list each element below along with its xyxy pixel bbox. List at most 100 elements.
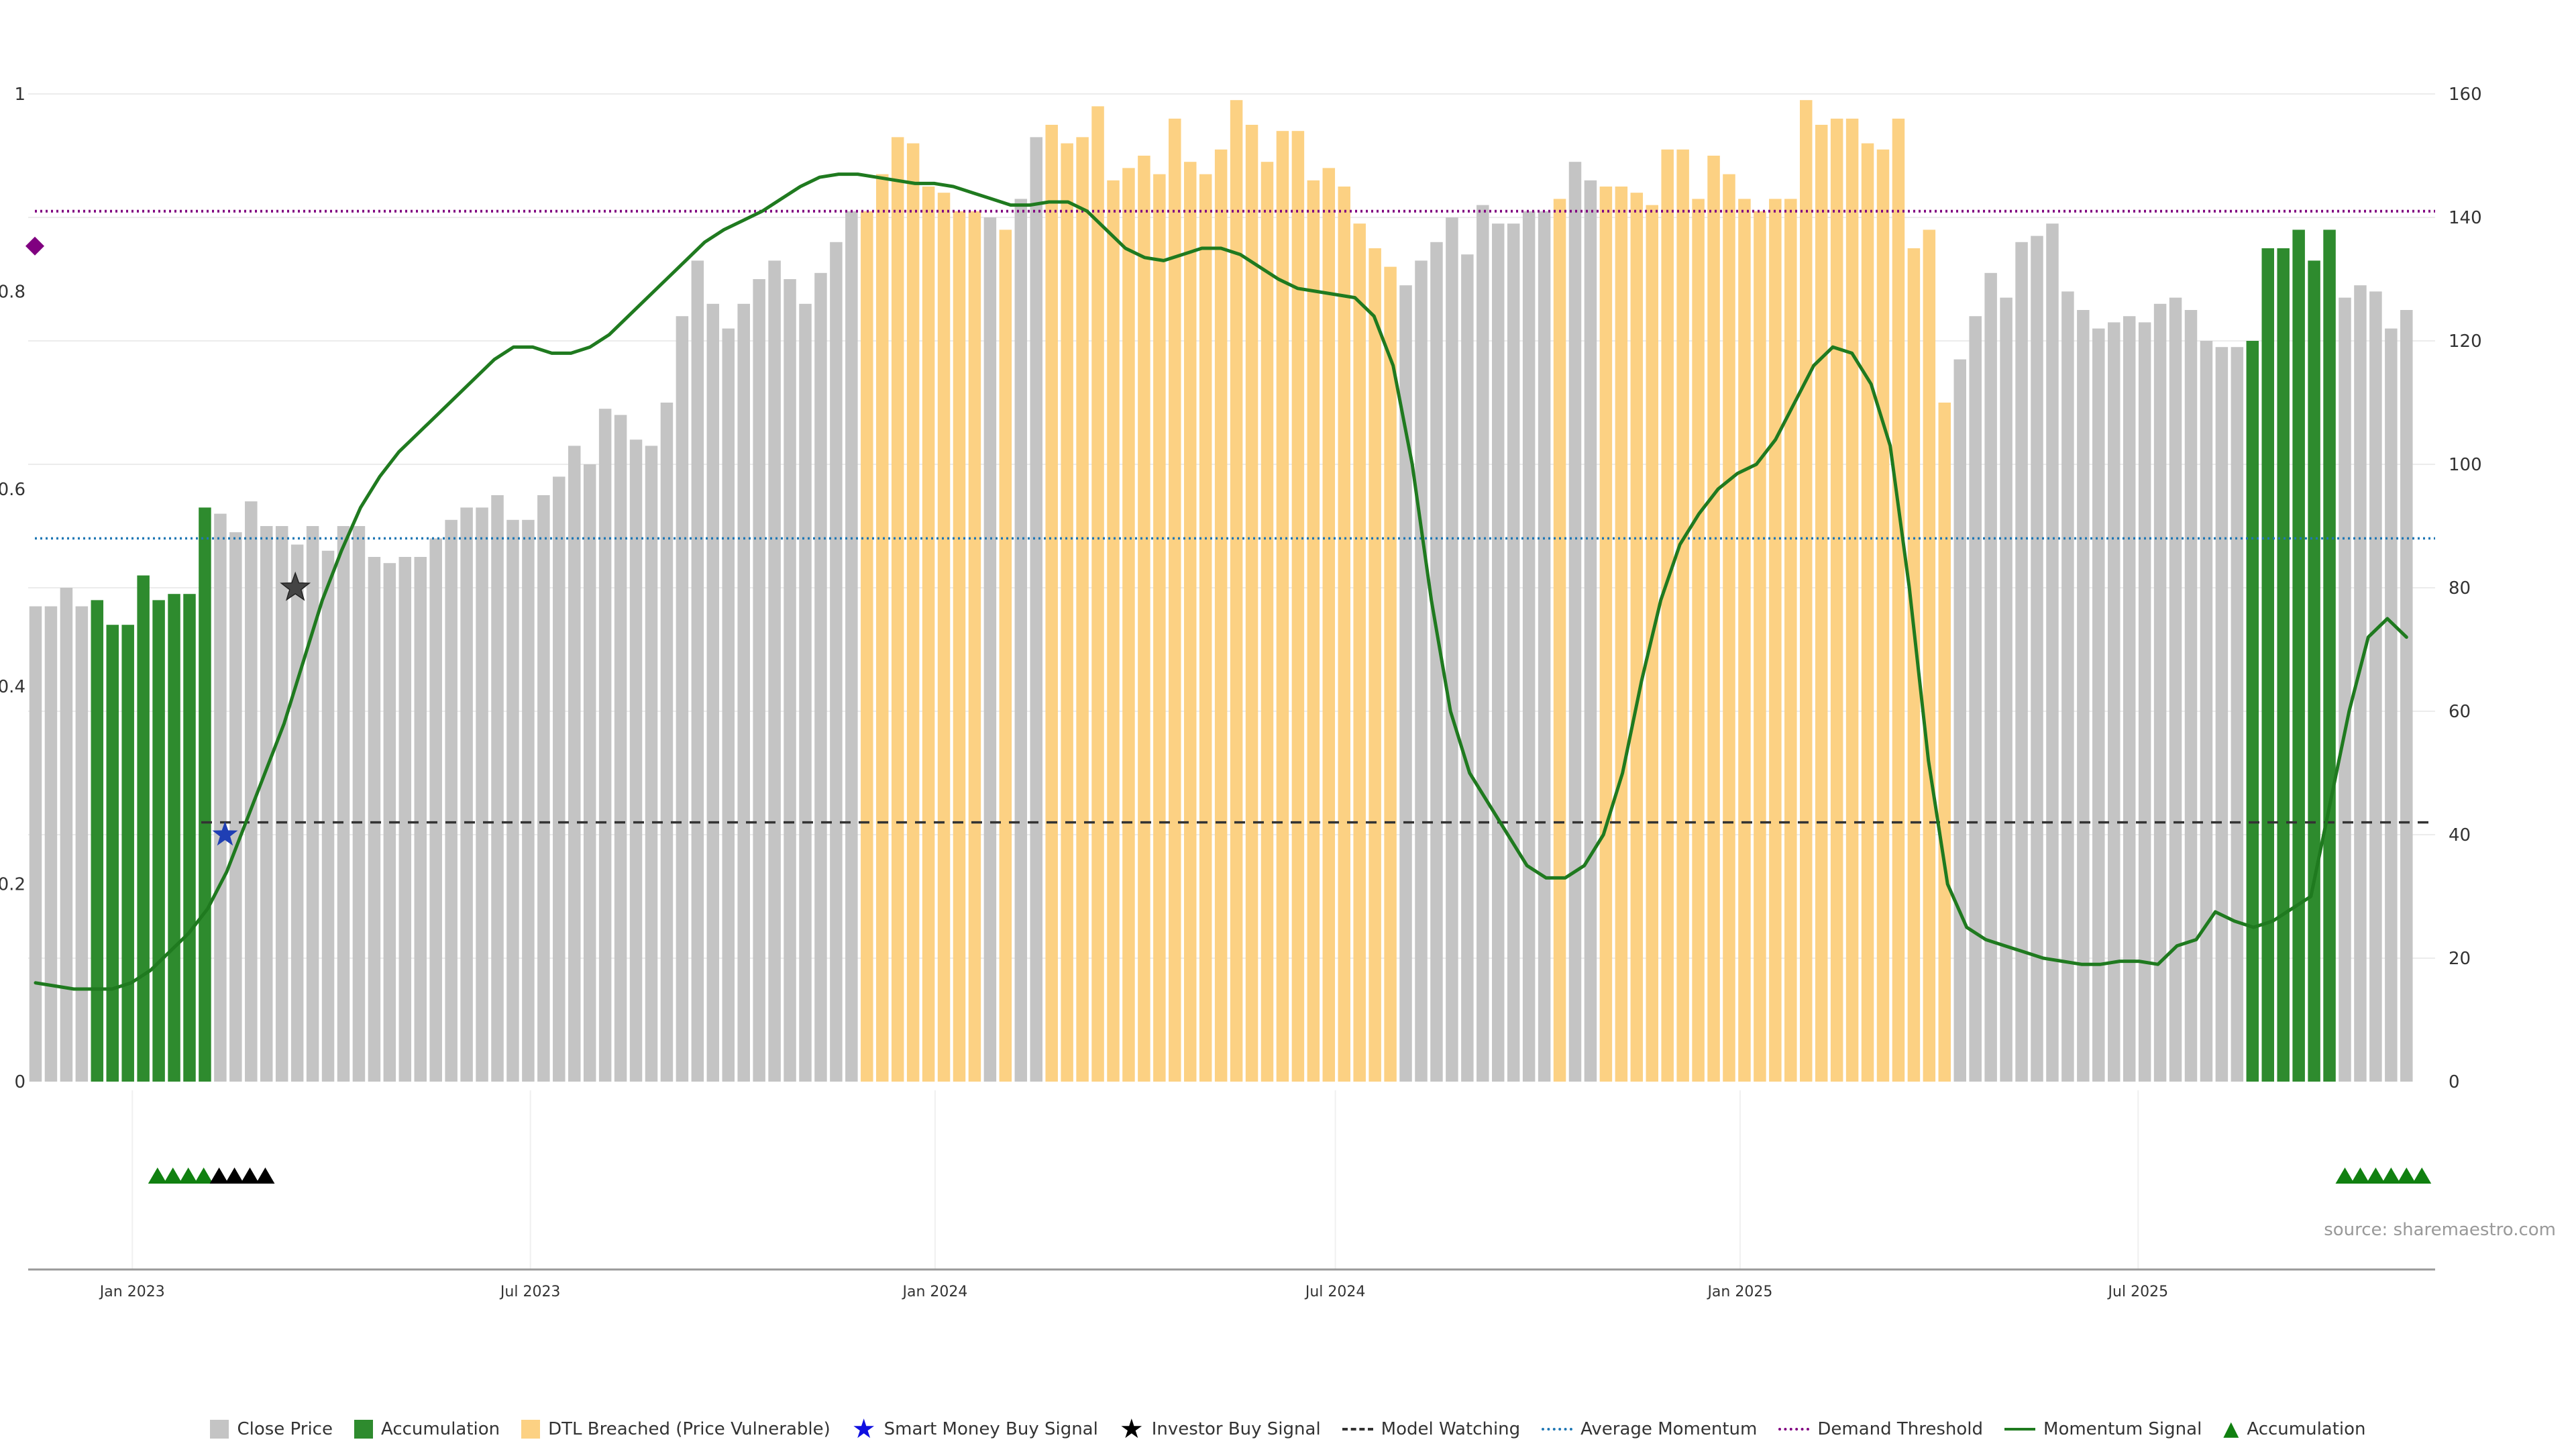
legend-label: Accumulation — [380, 1419, 500, 1439]
legend-item-smart_money: ★ Smart Money Buy Signal — [851, 1414, 1098, 1445]
close-price-bar — [2354, 285, 2367, 1082]
dtl-breached-bar — [1630, 193, 1644, 1082]
dtl-breached-bar — [1138, 156, 1150, 1082]
dtl-breached-bar — [891, 137, 904, 1082]
accumulation-bar — [2323, 229, 2336, 1082]
close-price-bar — [2123, 316, 2136, 1082]
accumulation-bar — [2246, 341, 2259, 1082]
accumulation-bar — [168, 594, 180, 1082]
legend-label: Average Momentum — [1580, 1419, 1758, 1439]
dtl-breached-bar — [861, 211, 873, 1082]
x-tick-label: Jan 2025 — [1706, 1284, 1772, 1300]
dtl-breached-bar — [1153, 174, 1166, 1082]
close-price-bar — [1446, 217, 1458, 1082]
close-price-bar — [1522, 211, 1536, 1082]
close-price-bar — [2046, 223, 2059, 1082]
legend-label: DTL Breached (Price Vulnerable) — [548, 1419, 830, 1439]
legend-label: Accumulation — [2247, 1419, 2366, 1439]
legend-line-icon — [1342, 1428, 1373, 1431]
investor-marker — [209, 1168, 229, 1184]
close-price-bar — [753, 279, 765, 1082]
x-tick-label: Jan 2023 — [99, 1284, 165, 1300]
accumulation-marker — [2351, 1168, 2370, 1184]
close-price-bar — [706, 303, 720, 1082]
close-price-bar — [290, 544, 304, 1082]
close-price-bar — [2200, 341, 2213, 1082]
legend-label: Close Price — [237, 1419, 333, 1439]
accumulation-bar — [91, 600, 104, 1082]
dtl-breached-bar — [999, 229, 1012, 1082]
dtl-breached-bar — [1122, 168, 1135, 1082]
close-price-bar — [1584, 180, 1597, 1082]
dtl-breached-bar — [1876, 149, 1890, 1082]
dtl-breached-bar — [1107, 180, 1120, 1082]
close-price-bar — [2169, 297, 2182, 1082]
close-price-bar — [1430, 242, 1443, 1082]
legend-line-icon — [1542, 1428, 1573, 1431]
bars-group — [29, 100, 2413, 1082]
demand-threshold-marker — [25, 236, 44, 256]
accumulation-bar — [2292, 229, 2305, 1082]
right-tick-label: 120 — [2449, 331, 2482, 352]
close-price-bar — [1507, 223, 1520, 1082]
dtl-breached-bar — [1800, 100, 1813, 1082]
bottom-markers — [148, 1168, 2432, 1184]
accumulation-marker — [148, 1168, 167, 1184]
close-price-bar — [44, 606, 58, 1082]
close-price-bar — [722, 328, 735, 1082]
close-price-bar — [845, 211, 858, 1082]
dtl-breached-bar — [937, 193, 951, 1082]
dtl-breached-bar — [1276, 131, 1289, 1082]
close-price-bar — [2031, 236, 2043, 1082]
close-price-bar — [1415, 260, 1428, 1082]
dtl-breached-bar — [1754, 211, 1766, 1082]
close-price-bar — [784, 279, 796, 1082]
close-price-bar — [321, 550, 335, 1082]
right-tick-label: 100 — [2449, 455, 2482, 475]
dtl-breached-bar — [1214, 149, 1228, 1082]
dtl-breached-bar — [1738, 199, 1751, 1082]
dtl-breached-bar — [1815, 125, 1828, 1082]
close-price-bar — [522, 519, 535, 1082]
legend-item-momentum: Momentum Signal — [2004, 1419, 2202, 1439]
close-price-bar — [568, 446, 581, 1082]
close-price-bar — [629, 439, 643, 1082]
close-price-bar — [460, 507, 473, 1082]
close-price-bar — [1568, 162, 1582, 1082]
close-price-bar — [2061, 291, 2074, 1082]
legend-label: Momentum Signal — [2043, 1419, 2202, 1439]
legend-item-close: Close Price — [210, 1419, 333, 1439]
right-tick-label: 140 — [2449, 208, 2482, 228]
close-price-bar — [2184, 310, 2198, 1082]
dtl-breached-bar — [1184, 162, 1197, 1082]
legend-item-average: Average Momentum — [1542, 1419, 1757, 1439]
close-price-bar — [1399, 285, 1412, 1082]
dtl-breached-bar — [1599, 187, 1613, 1082]
dtl-breached-bar — [1784, 199, 1797, 1082]
dtl-breached-bar — [953, 211, 966, 1082]
dtl-breached-bar — [968, 211, 981, 1082]
dtl-breached-bar — [1661, 149, 1674, 1082]
dtl-breached-bar — [1845, 118, 1859, 1082]
investor-marker — [225, 1168, 244, 1184]
dtl-breached-bar — [1169, 118, 1181, 1082]
close-price-bar — [1953, 359, 1966, 1082]
close-price-bar — [768, 260, 781, 1082]
right-tick-label: 0 — [2449, 1072, 2460, 1092]
dtl-breached-bar — [1707, 156, 1720, 1082]
dtl-breached-bar — [1692, 199, 1705, 1082]
close-price-bar — [429, 538, 442, 1082]
x-tick-label: Jul 2025 — [2107, 1284, 2169, 1300]
accumulation-bar — [2308, 260, 2320, 1082]
x-tick-label: Jan 2024 — [901, 1284, 967, 1300]
dtl-breached-bar — [1076, 137, 1089, 1082]
close-price-bar — [75, 606, 89, 1082]
close-price-bar — [60, 588, 73, 1082]
close-price-bar — [830, 242, 843, 1082]
close-price-bar — [737, 303, 750, 1082]
legend-item-demand: Demand Threshold — [1778, 1419, 1983, 1439]
legend: Close Price Accumulation DTL Breached (Pri… — [0, 1414, 2576, 1444]
legend-star-icon: ★ — [851, 1414, 876, 1445]
accumulation-bar — [121, 625, 134, 1082]
